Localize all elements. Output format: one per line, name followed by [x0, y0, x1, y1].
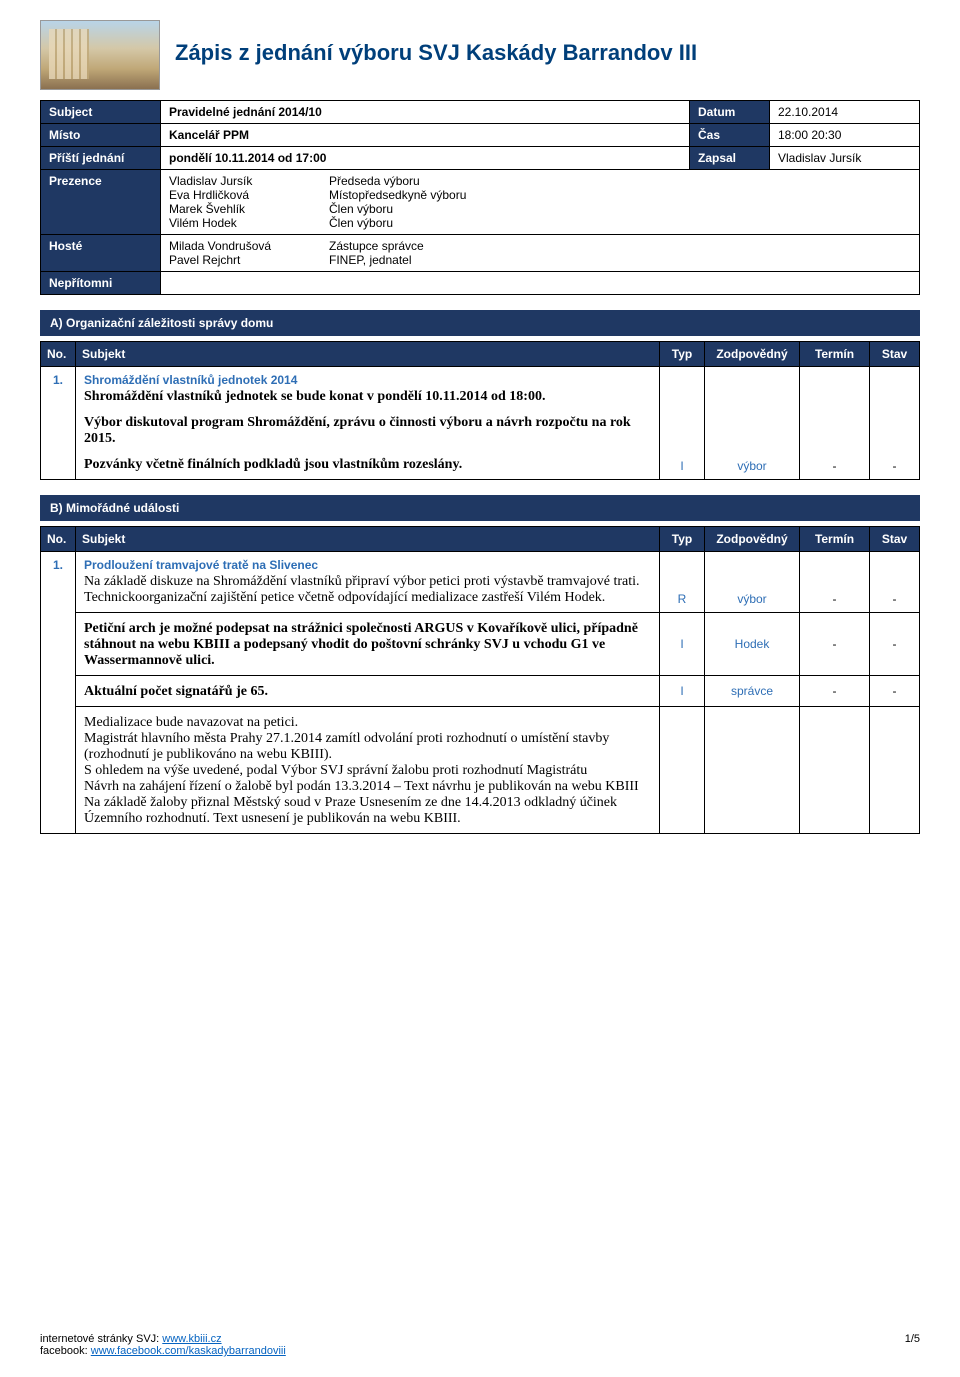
task-number: 1. — [41, 552, 76, 834]
task-status: - — [870, 552, 920, 613]
attendee-name: Vladislav Jursík — [169, 174, 319, 188]
task-responsible: výbor — [705, 367, 800, 480]
document-header: Zápis z jednání výboru SVJ Kaskády Barra… — [40, 20, 920, 90]
task-number: 1. — [41, 367, 76, 480]
task-type — [660, 707, 705, 834]
meta-label: Příští jednání — [41, 147, 161, 170]
attendee-role: Člen výboru — [329, 202, 911, 216]
col-stav: Stav — [870, 342, 920, 367]
attendee-name: Pavel Rejchrt — [169, 253, 319, 267]
col-stav: Stav — [870, 527, 920, 552]
task-subject: Petiční arch je možné podepsat na strážn… — [76, 613, 660, 676]
meta-value: Vladislav Jursík — [770, 147, 920, 170]
section-header: B) Mimořádné události — [40, 495, 920, 521]
meta-label: Subject — [41, 101, 161, 124]
meta-value: pondělí 10.11.2014 od 17:00 — [161, 147, 690, 170]
hoste-label: Hosté — [41, 235, 161, 272]
meta-label: Čas — [690, 124, 770, 147]
col-no: No. — [41, 342, 76, 367]
task-status: - — [870, 613, 920, 676]
meta-value: Pravidelné jednání 2014/10 — [161, 101, 690, 124]
attendee-role: Člen výboru — [329, 216, 911, 230]
page-number: 1/5 — [905, 1333, 920, 1357]
task-term: - — [800, 367, 870, 480]
col-termin: Termín — [800, 527, 870, 552]
logo-image — [40, 20, 160, 90]
footer-line2-prefix: facebook: — [40, 1345, 91, 1357]
col-termin: Termín — [800, 342, 870, 367]
prezence-label: Prezence — [41, 170, 161, 235]
meta-value: Kancelář PPM — [161, 124, 690, 147]
col-subjekt: Subjekt — [76, 342, 660, 367]
task-responsible: správce — [705, 676, 800, 707]
task-table: No.SubjektTypZodpovědnýTermínStav 1.Prodl… — [40, 526, 920, 834]
meta-table: SubjectPravidelné jednání 2014/10Datum22… — [40, 100, 920, 295]
page-footer: internetové stránky SVJ: www.kbiii.cz fa… — [40, 1333, 920, 1357]
task-type: R — [660, 552, 705, 613]
task-type: I — [660, 613, 705, 676]
nepritomni-label: Nepřítomni — [41, 272, 161, 295]
meta-value: 18:00 20:30 — [770, 124, 920, 147]
meta-label: Zapsal — [690, 147, 770, 170]
col-no: No. — [41, 527, 76, 552]
col-typ: Typ — [660, 342, 705, 367]
col-subjekt: Subjekt — [76, 527, 660, 552]
attendee-role: FINEP, jednatel — [329, 253, 911, 267]
task-status — [870, 707, 920, 834]
task-subject: Medializace bude navazovat na petici.Mag… — [76, 707, 660, 834]
task-status: - — [870, 367, 920, 480]
task-responsible: Hodek — [705, 613, 800, 676]
task-table: No.SubjektTypZodpovědnýTermínStav 1.Shrom… — [40, 341, 920, 480]
nepritomni-cell — [161, 272, 920, 295]
attendee-name: Eva Hrdličková — [169, 188, 319, 202]
footer-link-facebook[interactable]: www.facebook.com/kaskadybarrandoviii — [91, 1345, 286, 1357]
task-type: I — [660, 676, 705, 707]
task-status: - — [870, 676, 920, 707]
task-subject: Aktuální počet signatářů je 65. — [76, 676, 660, 707]
document-title: Zápis z jednání výboru SVJ Kaskády Barra… — [175, 20, 697, 66]
task-type: I — [660, 367, 705, 480]
footer-line1-prefix: internetové stránky SVJ: — [40, 1333, 162, 1345]
task-term: - — [800, 613, 870, 676]
task-subject: Prodloužení tramvajové tratě na Slivenec… — [76, 552, 660, 613]
col-zodp: Zodpovědný — [705, 342, 800, 367]
task-term — [800, 707, 870, 834]
attendee-role: Předseda výboru — [329, 174, 911, 188]
task-responsible — [705, 707, 800, 834]
task-responsible: výbor — [705, 552, 800, 613]
section-header: A) Organizační záležitosti správy domu — [40, 310, 920, 336]
meta-label: Místo — [41, 124, 161, 147]
task-subject: Shromáždění vlastníků jednotek 2014Shrom… — [76, 367, 660, 480]
col-zodp: Zodpovědný — [705, 527, 800, 552]
attendee-role: Místopředsedkyně výboru — [329, 188, 911, 202]
attendee-name: Milada Vondrušová — [169, 239, 319, 253]
task-term: - — [800, 676, 870, 707]
hoste-cell: Milada Vondrušová Zástupce správce Pavel R… — [161, 235, 920, 272]
col-typ: Typ — [660, 527, 705, 552]
footer-link-website[interactable]: www.kbiii.cz — [162, 1333, 221, 1345]
prezence-cell: Vladislav Jursík Předseda výboru Eva Hrdli… — [161, 170, 920, 235]
meta-label: Datum — [690, 101, 770, 124]
attendee-name: Vilém Hodek — [169, 216, 319, 230]
attendee-name: Marek Švehlík — [169, 202, 319, 216]
attendee-role: Zástupce správce — [329, 239, 911, 253]
meta-value: 22.10.2014 — [770, 101, 920, 124]
task-term: - — [800, 552, 870, 613]
